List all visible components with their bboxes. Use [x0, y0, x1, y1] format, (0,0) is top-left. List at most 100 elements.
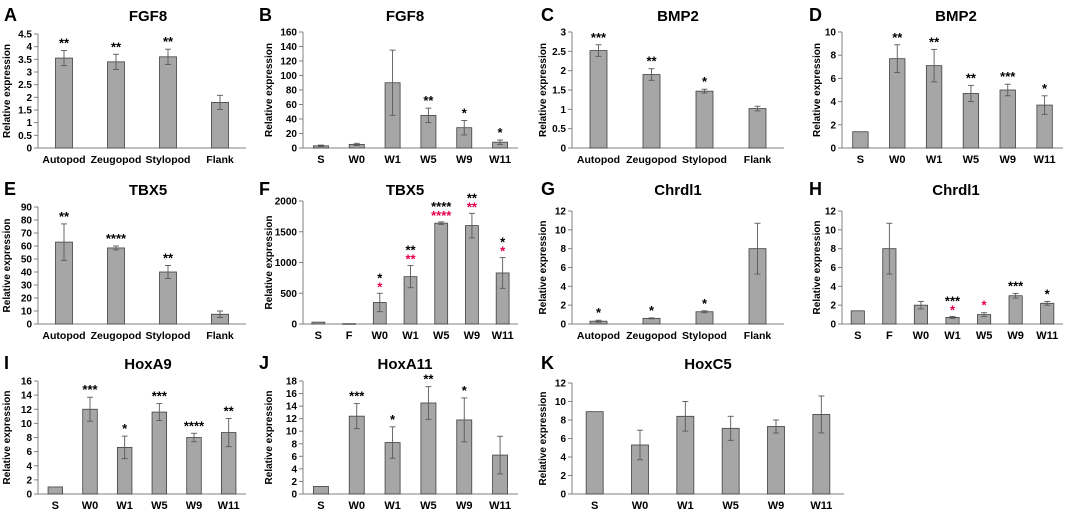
panel-k-ytick-label: 12 [555, 379, 567, 390]
panel-f-star: ** [467, 190, 478, 205]
panel-e-ytick-label: 10 [21, 307, 33, 318]
panel-j-ytick-label: 4 [291, 464, 297, 475]
panel-j-xtick-label: W11 [489, 500, 511, 512]
panel-d-star: * [1042, 81, 1048, 96]
panel-d-bar [852, 131, 869, 149]
panel-a-star: ** [111, 39, 122, 54]
panel-c-title: BMP2 [657, 8, 699, 25]
panel-a-xtick-label: Zeugopod [91, 154, 142, 166]
panel-a-bar [55, 57, 73, 149]
panel-g-star: * [702, 296, 708, 311]
panel-f-star-red: **** [431, 208, 452, 223]
panel-h-ytick-label: 6 [830, 263, 836, 274]
panel-k-ytick-label: 4 [560, 453, 566, 464]
panel-h-star-red: * [982, 298, 988, 313]
panel-f-xtick-label: W9 [464, 330, 481, 342]
panel-f-xtick-label: W5 [433, 330, 450, 342]
panel-f-star: * [500, 235, 506, 250]
panel-j-xtick-label: W9 [456, 500, 473, 512]
panel-k-xtick-label: W5 [722, 500, 739, 512]
panel-f-bar [342, 323, 356, 325]
panel-b-star: * [498, 125, 504, 140]
panel-h-ytick-label: 2 [830, 301, 836, 312]
panel-b-ytick-label: 140 [280, 42, 297, 53]
panel-j-ytick-label: 12 [286, 414, 298, 425]
panel-h-ytick-label: 10 [825, 225, 837, 236]
panel-j-bar [312, 486, 329, 495]
panel-a-ytick-label: 4 [26, 42, 32, 53]
panel-e-bar [159, 271, 177, 325]
panel-c-bar [748, 108, 767, 149]
panel-d-ytick-label: 0 [830, 144, 836, 155]
panel-c-star: ** [646, 54, 657, 69]
panel-c-ylabel: Relative expression [538, 43, 549, 137]
panel-a-ytick-label: 1 [26, 118, 32, 129]
panel-e-ytick-label: 40 [21, 268, 33, 279]
panel-g-ytick-label: 6 [560, 263, 566, 274]
panel-j-xtick-label: W5 [420, 500, 437, 512]
panel-g-ytick-label: 10 [555, 225, 567, 236]
panel-f-letter: F [259, 179, 270, 199]
panel-h-star-red: * [950, 302, 956, 317]
panel-h-xtick-label: W9 [1007, 330, 1024, 342]
panel-b-xtick-label: W0 [349, 154, 366, 166]
panel-c-bar [589, 50, 608, 149]
panel-g-ylabel: Relative expression [538, 221, 549, 315]
panel-g-star: * [596, 305, 602, 320]
panel-f-star-red: * [500, 244, 506, 259]
panel-f-star-red: * [377, 279, 383, 294]
panel-a-ytick-label: 2.5 [18, 80, 32, 91]
panel-b-ylabel: Relative expression [264, 43, 275, 137]
panel-e-ytick-label: 60 [21, 242, 33, 253]
panel-a-xtick-label: Autopod [42, 154, 85, 166]
panel-a-xtick-label: Stylopod [146, 154, 191, 166]
panel-f-xtick-label: F [346, 330, 353, 342]
panel-j-ytick-label: 18 [286, 377, 298, 388]
panel-a-star: ** [163, 34, 174, 49]
panel-d-ytick-label: 6 [830, 74, 836, 85]
panel-a-star: ** [59, 35, 70, 50]
panel-b-ytick-label: 40 [286, 115, 298, 126]
panel-d-bar [999, 89, 1016, 149]
panel-a-bar [159, 56, 177, 149]
panel-f-bar [434, 222, 449, 325]
panel-h-bar [1008, 295, 1023, 325]
panel-h-xtick-label: F [886, 330, 893, 342]
panel-c-bar [642, 74, 661, 149]
panel-d-star: ** [966, 70, 977, 85]
panel-d-xtick-label: W1 [926, 154, 943, 166]
panel-d-ytick-label: 4 [830, 97, 836, 108]
panel-c-ytick-label: 2.5 [552, 47, 566, 58]
panel-a-ytick-label: 3 [26, 68, 32, 79]
panel-i-ytick-label: 10 [21, 419, 33, 430]
panel-a-letter: A [4, 5, 17, 25]
panel-g-star: * [649, 303, 655, 318]
panel-k-ytick-label: 10 [555, 397, 567, 408]
panel-k-bar [585, 411, 604, 495]
panel-f-star: ** [405, 243, 416, 258]
panel-i-xtick-label: W1 [116, 500, 133, 512]
panel-d-xtick-label: W5 [963, 154, 980, 166]
panel-e-ylabel: Relative expression [2, 219, 13, 313]
panel-d-star: ** [892, 30, 903, 45]
panel-b-xtick-label: W11 [489, 154, 511, 166]
panel-f-star-red: ** [467, 199, 478, 214]
panel-c-letter: C [541, 5, 554, 25]
panel-e-ytick-label: 80 [21, 216, 33, 227]
panel-e-ytick-label: 90 [21, 203, 33, 214]
panel-a-title: FGF8 [129, 8, 167, 25]
panel-i-title: HoxA9 [124, 356, 172, 373]
panel-h-ytick-label: 12 [825, 207, 837, 218]
panel-h-ytick-label: 4 [830, 282, 836, 293]
panel-g-ytick-label: 12 [555, 207, 567, 218]
panel-b-star: ** [423, 93, 434, 108]
panel-e-title: TBX5 [129, 182, 167, 199]
panel-g-title: Chrdl1 [654, 182, 702, 199]
panel-i-bar [151, 411, 168, 495]
panel-c-star: *** [591, 30, 607, 45]
panel-c-ytick-label: 1.5 [552, 86, 566, 97]
panel-f-xtick-label: W11 [492, 330, 514, 342]
panel-e-star: ** [59, 209, 70, 224]
panel-c-ytick-label: 1 [560, 105, 566, 116]
panel-k-letter: K [541, 353, 554, 373]
